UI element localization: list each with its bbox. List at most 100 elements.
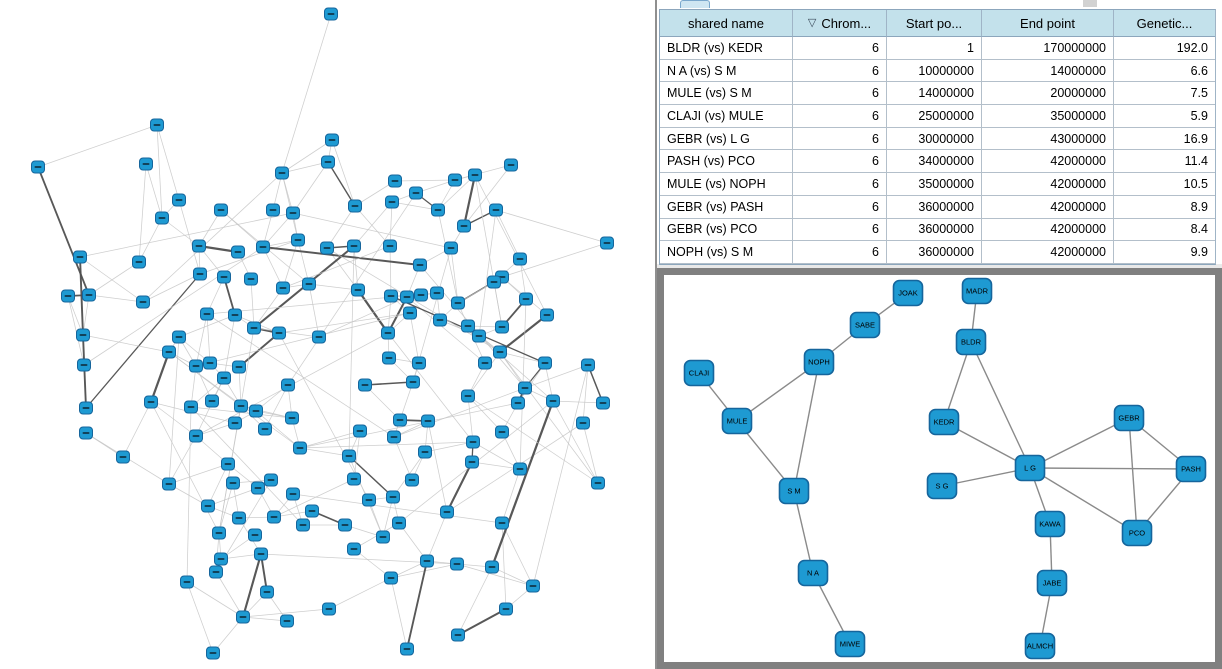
network-node[interactable] xyxy=(342,449,356,463)
network-node-almch[interactable]: ALMCH xyxy=(1024,632,1056,660)
table-cell[interactable]: GEBR (vs) L G xyxy=(660,127,793,151)
table-row[interactable]: MULE (vs) NOPH 6 35000000 42000000 10.5 xyxy=(660,173,1215,196)
network-node-s-g[interactable]: S G xyxy=(926,472,958,500)
network-node[interactable] xyxy=(348,199,362,213)
network-node[interactable] xyxy=(203,356,217,370)
network-node[interactable] xyxy=(511,396,525,410)
network-node[interactable] xyxy=(286,206,300,220)
network-node[interactable] xyxy=(351,283,365,297)
network-node[interactable] xyxy=(79,426,93,440)
table-cell[interactable]: 42000000 xyxy=(982,150,1114,174)
table-cell[interactable]: 6 xyxy=(793,150,887,174)
network-edge[interactable] xyxy=(793,361,820,492)
network-node[interactable] xyxy=(440,505,454,519)
network-node[interactable] xyxy=(247,321,261,335)
network-node[interactable] xyxy=(387,430,401,444)
network-node[interactable] xyxy=(214,203,228,217)
network-node[interactable] xyxy=(540,308,554,322)
network-node[interactable] xyxy=(385,195,399,209)
network-node[interactable] xyxy=(79,401,93,415)
table-cell[interactable]: MULE (vs) S M xyxy=(660,82,793,106)
network-node[interactable] xyxy=(209,565,223,579)
network-node[interactable] xyxy=(338,518,352,532)
network-node[interactable] xyxy=(248,528,262,542)
network-node[interactable] xyxy=(444,241,458,255)
network-node[interactable] xyxy=(281,378,295,392)
network-node[interactable] xyxy=(495,516,509,530)
network-node[interactable] xyxy=(31,160,45,174)
network-node[interactable] xyxy=(513,462,527,476)
toolbar-tab-fragment[interactable] xyxy=(680,0,710,8)
filtered-network-canvas[interactable]: JOAK MADR SABE BLDR NOPH CLAJI MULE KEDR GEBR L G… xyxy=(664,275,1215,662)
network-node[interactable] xyxy=(217,270,231,284)
network-node[interactable] xyxy=(596,396,610,410)
network-node[interactable] xyxy=(322,602,336,616)
network-node[interactable] xyxy=(451,628,465,642)
network-node-gebr[interactable]: GEBR xyxy=(1113,404,1145,432)
table-cell[interactable]: 35000000 xyxy=(887,173,982,196)
network-edge[interactable] xyxy=(793,490,814,574)
network-node[interactable] xyxy=(162,477,176,491)
network-node[interactable] xyxy=(251,481,265,495)
network-node[interactable] xyxy=(489,203,503,217)
network-node-jabe[interactable]: JABE xyxy=(1036,569,1068,597)
table-row[interactable]: BLDR (vs) KEDR 6 1 170000000 192.0 xyxy=(660,37,1215,60)
network-node[interactable] xyxy=(214,552,228,566)
table-cell[interactable]: GEBR (vs) PCO xyxy=(660,218,793,242)
table-row[interactable]: GEBR (vs) PCO 6 36000000 42000000 8.4 xyxy=(660,218,1215,242)
network-node-madr[interactable]: MADR xyxy=(961,277,993,305)
main-network-canvas[interactable] xyxy=(0,0,655,669)
network-node[interactable] xyxy=(231,245,245,259)
network-node[interactable] xyxy=(254,547,268,561)
network-node[interactable] xyxy=(280,614,294,628)
network-node-claji[interactable]: CLAJI xyxy=(683,359,715,387)
network-node[interactable] xyxy=(200,307,214,321)
table-cell[interactable]: 36000000 xyxy=(887,195,982,219)
table-cell[interactable]: 170000000 xyxy=(982,37,1114,60)
table-cell[interactable]: 16.9 xyxy=(1114,127,1215,151)
network-node-sabe[interactable]: SABE xyxy=(849,311,881,339)
network-node[interactable] xyxy=(421,414,435,428)
table-cell[interactable]: 20000000 xyxy=(982,82,1114,106)
network-node[interactable] xyxy=(320,241,334,255)
network-edge[interactable] xyxy=(1029,467,1138,534)
network-node[interactable] xyxy=(431,203,445,217)
table-cell[interactable]: 192.0 xyxy=(1114,37,1215,60)
network-node[interactable] xyxy=(206,646,220,660)
network-node[interactable] xyxy=(495,425,509,439)
table-cell[interactable]: 6.6 xyxy=(1114,59,1215,83)
network-node-s-m[interactable]: S M xyxy=(778,477,810,505)
network-node[interactable] xyxy=(325,133,339,147)
network-node[interactable] xyxy=(76,328,90,342)
table-cell[interactable]: 6 xyxy=(793,82,887,106)
network-node[interactable] xyxy=(362,493,376,507)
table-row[interactable]: N A (vs) S M 6 10000000 14000000 6.6 xyxy=(660,59,1215,83)
network-node[interactable] xyxy=(180,575,194,589)
network-node[interactable] xyxy=(600,236,614,250)
column-header-genetic---[interactable]: Genetic... xyxy=(1114,10,1215,37)
table-cell[interactable]: 8.4 xyxy=(1114,218,1215,242)
network-node-pash[interactable]: PASH xyxy=(1175,455,1207,483)
network-node[interactable] xyxy=(305,504,319,518)
network-edge[interactable] xyxy=(970,341,1031,469)
network-node[interactable] xyxy=(276,281,290,295)
network-node[interactable] xyxy=(448,173,462,187)
network-node-n-a[interactable]: N A xyxy=(797,559,829,587)
table-cell[interactable]: 6 xyxy=(793,127,887,151)
network-node[interactable] xyxy=(201,499,215,513)
table-cell[interactable]: 6 xyxy=(793,195,887,219)
network-node[interactable] xyxy=(451,296,465,310)
network-node[interactable] xyxy=(468,168,482,182)
network-node[interactable] xyxy=(172,193,186,207)
network-node[interactable] xyxy=(132,255,146,269)
network-node[interactable] xyxy=(228,308,242,322)
table-cell[interactable]: 42000000 xyxy=(982,241,1114,264)
network-node[interactable] xyxy=(256,240,270,254)
network-node-joak[interactable]: JOAK xyxy=(892,279,924,307)
table-cell[interactable]: 6 xyxy=(793,105,887,128)
network-node[interactable] xyxy=(461,319,475,333)
table-cell[interactable]: 42000000 xyxy=(982,173,1114,196)
network-node-kedr[interactable]: KEDR xyxy=(928,408,960,436)
table-cell[interactable]: PASH (vs) PCO xyxy=(660,150,793,174)
network-node[interactable] xyxy=(518,381,532,395)
